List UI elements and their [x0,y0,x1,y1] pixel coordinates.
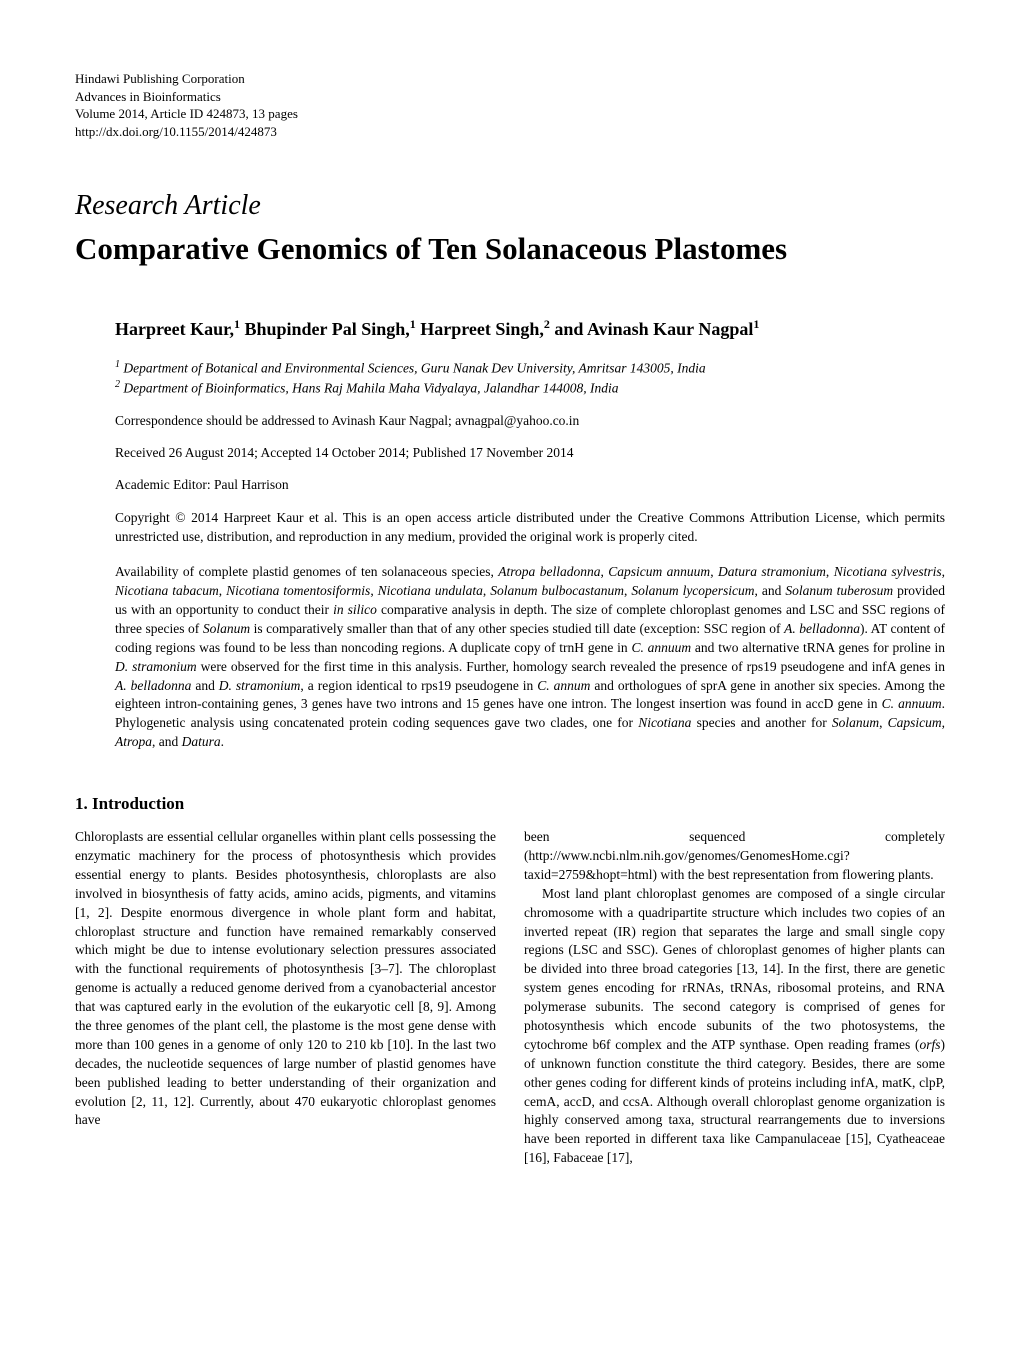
article-title: Comparative Genomics of Ten Solanaceous … [75,230,945,269]
body-columns: Chloroplasts are essential cellular orga… [75,828,945,1168]
intro-paragraph-right-2: Most land plant chloroplast genomes are … [524,885,945,1168]
intro-paragraph-left: Chloroplasts are essential cellular orga… [75,828,496,1130]
left-column: Chloroplasts are essential cellular orga… [75,828,496,1168]
article-dates: Received 26 August 2014; Accepted 14 Oct… [115,445,945,461]
publisher-info: Hindawi Publishing Corporation Advances … [75,70,945,140]
section-heading-introduction: 1. Introduction [75,794,945,814]
academic-editor: Academic Editor: Paul Harrison [115,477,945,493]
abstract: Availability of complete plastid genomes… [115,563,945,752]
affiliation-2: 2 Department of Bioinformatics, Hans Raj… [115,378,945,398]
intro-paragraph-right-1: been sequenced completely (http://www.nc… [524,828,945,885]
correspondence: Correspondence should be addressed to Av… [115,413,945,429]
copyright-notice: Copyright © 2014 Harpreet Kaur et al. Th… [115,509,945,547]
journal-name: Advances in Bioinformatics [75,88,945,106]
publisher-name: Hindawi Publishing Corporation [75,70,945,88]
affiliations: 1 Department of Botanical and Environmen… [115,358,945,397]
authors-list: Harpreet Kaur,1 Bhupinder Pal Singh,1 Ha… [115,317,945,340]
doi-link: http://dx.doi.org/10.1155/2014/424873 [75,123,945,141]
right-column: been sequenced completely (http://www.nc… [524,828,945,1168]
volume-info: Volume 2014, Article ID 424873, 13 pages [75,105,945,123]
affiliation-1: 1 Department of Botanical and Environmen… [115,358,945,378]
article-type: Research Article [75,190,945,222]
